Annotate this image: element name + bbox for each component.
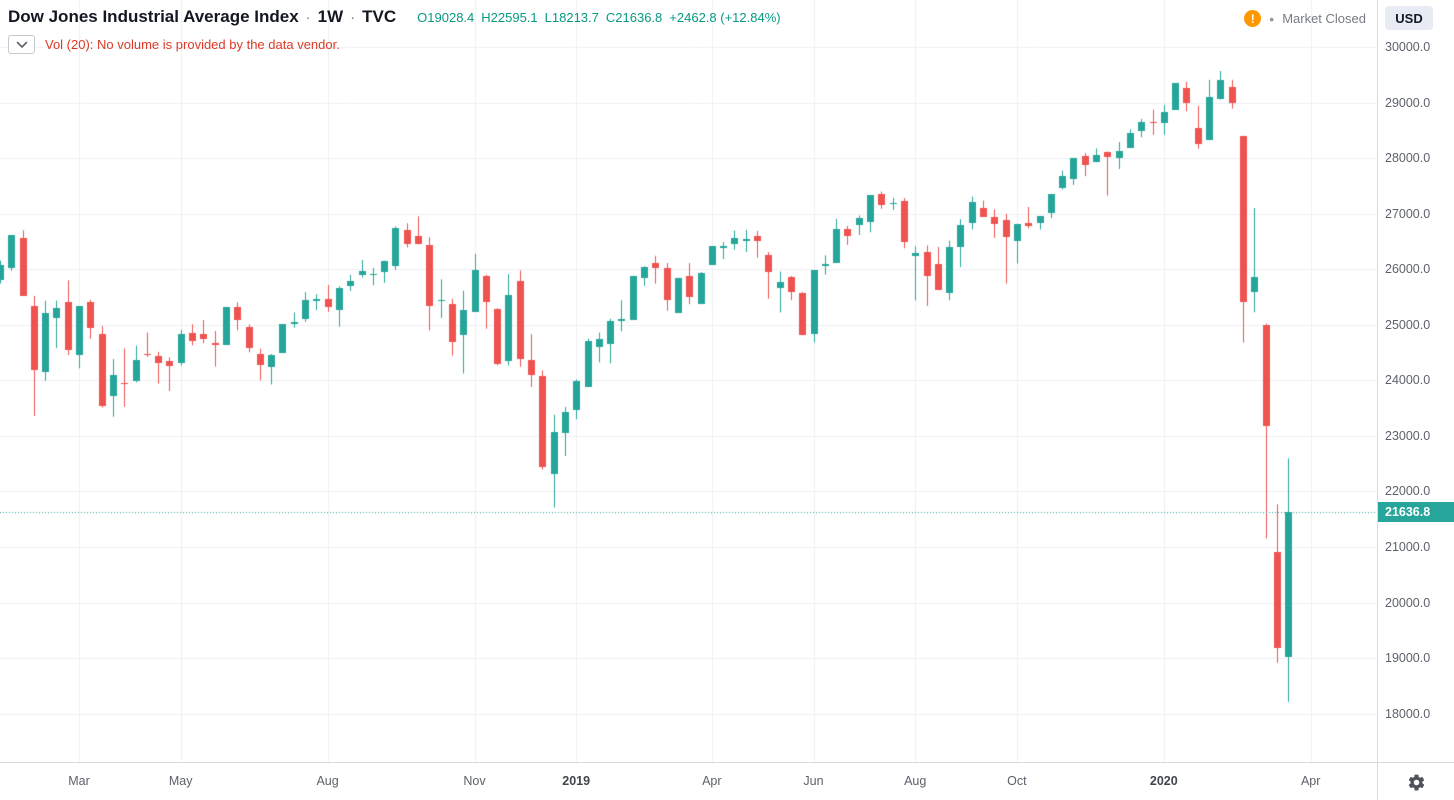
market-status-text: Market Closed	[1282, 11, 1366, 26]
time-axis-label: Apr	[1300, 774, 1321, 788]
price-axis-label: 26000.0	[1385, 262, 1431, 277]
change-value: +2462.8 (+12.84%)	[669, 10, 781, 25]
price-axis-label: 25000.0	[1385, 317, 1431, 332]
price-axis-label: 23000.0	[1385, 428, 1431, 443]
axis-settings-corner	[1377, 762, 1454, 800]
price-axis-label: 24000.0	[1385, 373, 1431, 388]
currency-button[interactable]: USD	[1385, 6, 1433, 30]
high-value: H22595.1	[481, 10, 538, 25]
legend-separator: ·	[305, 9, 311, 26]
price-axis-label: 29000.0	[1385, 95, 1431, 110]
last-price-label: 21636.8	[1378, 502, 1454, 522]
price-axis-label: 22000.0	[1385, 484, 1431, 499]
data-window-toggle[interactable]	[8, 35, 35, 54]
low-value: L18213.7	[544, 10, 599, 25]
alert-icon[interactable]: !	[1244, 10, 1262, 27]
time-axis-label: Aug	[316, 774, 339, 788]
open-value: O19028.4	[417, 10, 475, 25]
time-axis-label: May	[168, 774, 193, 788]
legend-separator: ·	[350, 9, 356, 26]
price-axis-label: 19000.0	[1385, 651, 1431, 666]
price-axis-label: 30000.0	[1385, 40, 1431, 54]
chart-legend: Dow Jones Industrial Average Index · 1W …	[8, 7, 781, 54]
price-axis-label: 28000.0	[1385, 151, 1431, 166]
price-scale[interactable]: USD 30000.0 29000.0 28000.0 27000.0 26000.0 2…	[1377, 0, 1454, 762]
exchange-label[interactable]: TVC	[362, 7, 397, 26]
legend-main-row: Dow Jones Industrial Average Index · 1W …	[8, 7, 781, 27]
time-axis-label: 2019	[562, 774, 591, 788]
time-axis-label: Oct	[1007, 774, 1027, 788]
symbol-title[interactable]: Dow Jones Industrial Average Index	[8, 7, 299, 26]
time-axis-label: Apr	[702, 774, 722, 788]
price-axis-label: 18000.0	[1385, 706, 1431, 721]
indicator-row: Vol (20): No volume is provided by the d…	[8, 35, 781, 54]
price-axis-label: 21000.0	[1385, 540, 1431, 554]
time-axis-label: Mar	[68, 774, 90, 788]
time-scale[interactable]: Mar May Aug Nov 2019 Apr Jun Aug Oct 2020 Apr	[0, 762, 1377, 800]
settings-gear-icon[interactable]	[1407, 773, 1426, 792]
time-axis-label: 2020	[1149, 774, 1178, 788]
volume-error-text: Vol (20): No volume is provided by the d…	[45, 37, 340, 52]
price-axis-label: 27000.0	[1385, 206, 1431, 221]
chevron-down-icon	[16, 41, 28, 49]
interval-label[interactable]: 1W	[317, 7, 344, 26]
status-dot-icon: •	[1269, 10, 1275, 27]
time-axis-label: Jun	[803, 774, 824, 788]
time-axis-label: Aug	[904, 774, 927, 788]
close-value: C21636.8	[605, 10, 663, 25]
market-status-group: ! • Market Closed	[1244, 10, 1366, 27]
time-axis-label: Nov	[463, 774, 486, 788]
price-axis-label: 20000.0	[1385, 595, 1431, 610]
candlestick-chart-canvas[interactable]	[0, 0, 1377, 762]
